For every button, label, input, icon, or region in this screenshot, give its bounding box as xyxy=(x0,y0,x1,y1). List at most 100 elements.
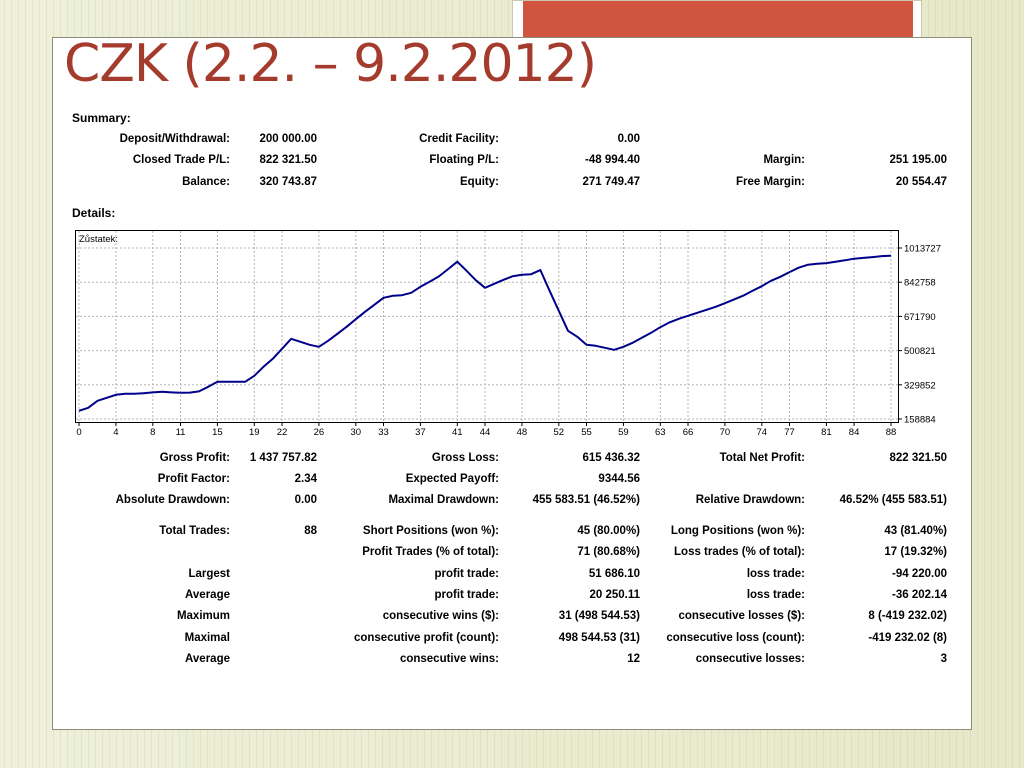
stat-label: consecutive losses ($): xyxy=(678,610,805,622)
x-tick-label: 19 xyxy=(249,427,260,438)
stat-label: profit trade: xyxy=(434,589,499,601)
background-stripe xyxy=(4,0,5,768)
stat-value: 0.00 xyxy=(294,494,317,506)
stat-value: 17 (19.32%) xyxy=(884,546,947,558)
stat-value: 31 (498 544.53) xyxy=(558,610,640,622)
stat-value: 822 321.50 xyxy=(889,452,947,464)
x-tick-label: 22 xyxy=(277,427,288,438)
x-tick-label: 70 xyxy=(720,427,731,438)
chart-title: Zůstatek: xyxy=(79,234,118,245)
stat-value: 12 xyxy=(627,653,640,665)
stat-value: -419 232.02 (8) xyxy=(868,632,947,644)
x-tick-label: 8 xyxy=(150,427,155,438)
x-tick-label: 52 xyxy=(554,427,565,438)
stat-label: Short Positions (won %): xyxy=(362,525,499,537)
background-stripe xyxy=(46,0,47,768)
y-tick-label: 158884 xyxy=(904,415,936,426)
stat-label: consecutive wins ($): xyxy=(382,610,499,622)
stat-value: 498 544.53 (31) xyxy=(558,632,640,644)
stat-label: Gross Profit: xyxy=(159,452,230,464)
background-stripe xyxy=(977,0,978,768)
summary-heading: Summary: xyxy=(72,111,131,125)
x-tick-label: 48 xyxy=(517,427,528,438)
stat-value: 3 xyxy=(940,653,947,665)
background-stripe xyxy=(39,0,40,768)
stat-value: 20 554.47 xyxy=(895,176,947,188)
background-stripe xyxy=(18,0,19,768)
stat-label: Expected Payoff: xyxy=(405,473,499,485)
stat-label: Average xyxy=(185,653,230,665)
stat-value: 615 436.32 xyxy=(582,452,640,464)
stat-value: 455 583.51 (46.52%) xyxy=(532,494,640,506)
stat-label: consecutive loss (count): xyxy=(666,632,805,644)
y-tick-label: 671790 xyxy=(904,312,936,323)
stat-label: Gross Loss: xyxy=(431,452,499,464)
stat-value: 2.34 xyxy=(294,473,317,485)
stat-label: profit trade: xyxy=(434,568,499,580)
stat-label: Maximal Drawdown: xyxy=(388,494,499,506)
stat-value: 822 321.50 xyxy=(259,154,317,166)
stat-label: Credit Facility: xyxy=(419,133,499,145)
background-stripe xyxy=(11,0,12,768)
stat-value: 200 000.00 xyxy=(259,133,317,145)
background-stripe xyxy=(1012,0,1013,768)
stat-value: 271 749.47 xyxy=(582,176,640,188)
stat-value: 71 (80.68%) xyxy=(577,546,640,558)
balance-series-line xyxy=(78,254,892,412)
background-stripe xyxy=(998,0,999,768)
stat-value: -36 202.14 xyxy=(892,589,947,601)
stat-value: -48 994.40 xyxy=(585,154,640,166)
details-heading: Details: xyxy=(72,206,116,220)
x-tick-label: 41 xyxy=(452,427,463,438)
y-tick-label: 1013727 xyxy=(904,244,941,255)
x-tick-label: 66 xyxy=(683,427,694,438)
x-tick-label: 33 xyxy=(378,427,389,438)
stat-value: 51 686.10 xyxy=(588,568,640,580)
x-tick-label: 30 xyxy=(351,427,362,438)
stat-label: Relative Drawdown: xyxy=(695,494,805,506)
stat-value: 45 (80.00%) xyxy=(577,525,640,537)
stat-label: Maximal xyxy=(184,632,230,644)
stat-label: Equity: xyxy=(460,176,499,188)
balance-chart-frame xyxy=(75,230,899,423)
background-stripe xyxy=(984,0,985,768)
stat-value: 8 (-419 232.02) xyxy=(868,610,947,622)
stat-label: Absolute Drawdown: xyxy=(115,494,230,506)
stat-value: 251 195.00 xyxy=(889,154,947,166)
y-tick-label: 329852 xyxy=(904,380,936,391)
x-tick-label: 84 xyxy=(849,427,860,438)
x-tick-label: 44 xyxy=(480,427,491,438)
stat-label: loss trade: xyxy=(746,589,805,601)
stat-label: Profit Factor: xyxy=(157,473,230,485)
stat-value: 0.00 xyxy=(617,133,640,145)
x-tick-label: 59 xyxy=(618,427,629,438)
stat-label: loss trade: xyxy=(746,568,805,580)
x-tick-label: 26 xyxy=(314,427,325,438)
x-tick-label: 0 xyxy=(76,427,81,438)
stat-label: Total Trades: xyxy=(159,525,230,537)
stat-label: Margin: xyxy=(763,154,805,166)
stat-value: 1 437 757.82 xyxy=(249,452,317,464)
background-stripe xyxy=(991,0,992,768)
stat-label: Profit Trades (% of total): xyxy=(362,546,499,558)
background-stripe xyxy=(1005,0,1006,768)
stat-label: Long Positions (won %): xyxy=(670,525,805,537)
stat-label: Largest xyxy=(188,568,230,580)
x-tick-label: 88 xyxy=(886,427,897,438)
stat-label: Closed Trade P/L: xyxy=(132,154,230,166)
stat-label: Loss trades (% of total): xyxy=(674,546,805,558)
stat-label: Balance: xyxy=(182,176,230,188)
stat-label: Maximum xyxy=(176,610,230,622)
stat-value: 46.52% (455 583.51) xyxy=(839,494,947,506)
y-tick-label: 842758 xyxy=(904,278,936,289)
stat-label: consecutive wins: xyxy=(399,653,499,665)
stat-label: consecutive profit (count): xyxy=(353,632,499,644)
x-tick-label: 63 xyxy=(655,427,666,438)
stat-value: 9344.56 xyxy=(598,473,640,485)
background-stripe xyxy=(1019,0,1020,768)
x-tick-label: 74 xyxy=(757,427,768,438)
background-stripe xyxy=(25,0,26,768)
stat-value: -94 220.00 xyxy=(892,568,947,580)
stat-label: Floating P/L: xyxy=(429,154,499,166)
